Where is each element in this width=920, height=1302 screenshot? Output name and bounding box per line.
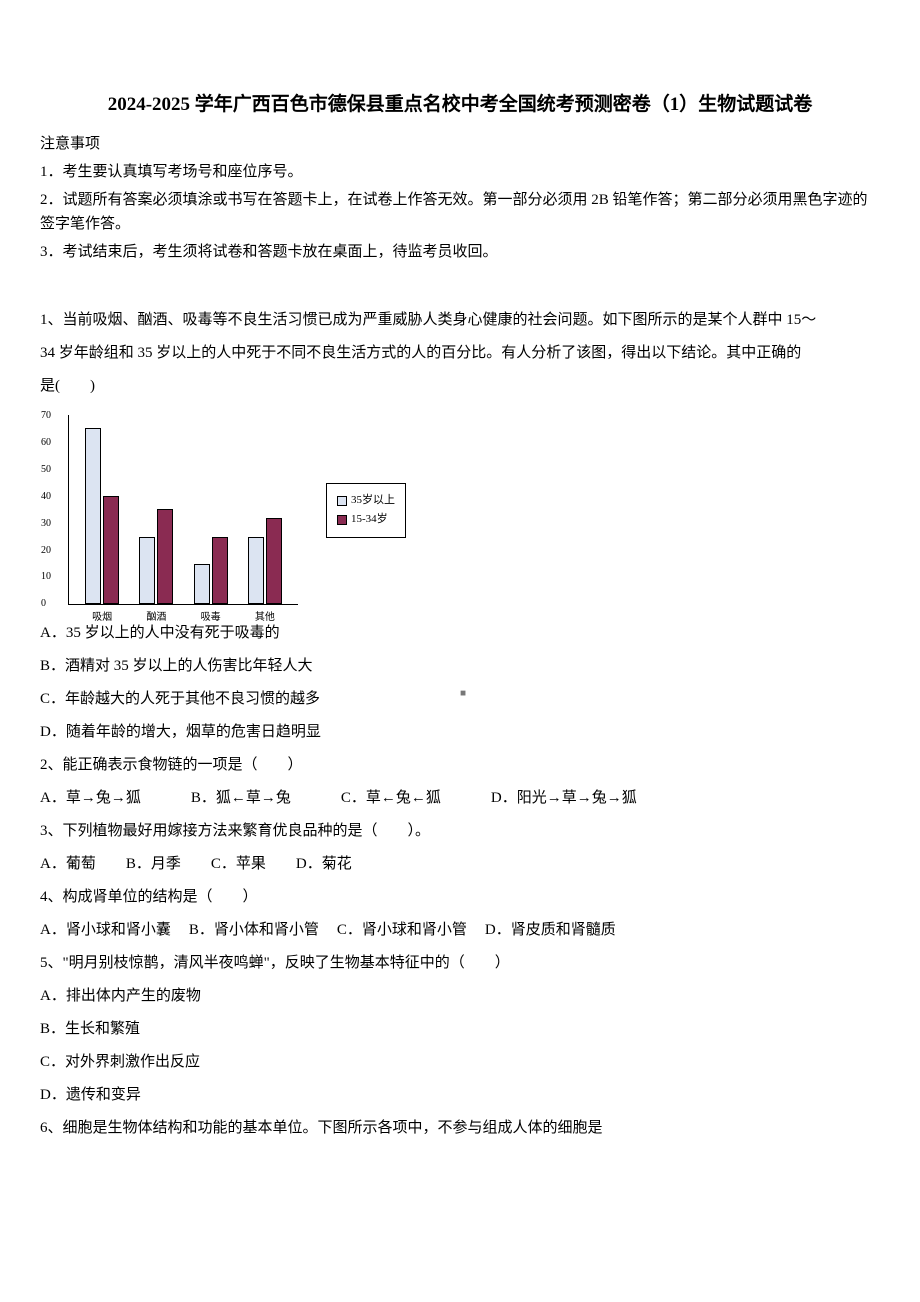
- q4-option-d: D．肾皮质和肾髓质: [485, 914, 616, 947]
- q1-chart-wrap: 0 10 20 30 40 50 60 70 吸烟酗酒吸毒其他 35岁以上 15…: [40, 415, 880, 605]
- bars-area: 吸烟酗酒吸毒其他: [69, 415, 298, 604]
- q3-option-b: B．月季: [126, 848, 181, 881]
- q2-option-c: C．草←兔←狐: [341, 782, 441, 815]
- q4-option-c: C．肾小球和肾小管: [337, 914, 467, 947]
- x-label: 吸毒: [201, 610, 221, 626]
- q4-option-a: A．肾小球和肾小囊: [40, 914, 171, 947]
- x-label: 其他: [255, 610, 275, 626]
- bar-15-34: [212, 537, 228, 605]
- q5-option-d: D．遗传和变异: [40, 1079, 880, 1112]
- x-label: 吸烟: [92, 610, 112, 626]
- y-tick: 20: [41, 546, 51, 547]
- notice-3: 3．考试结束后，考生须将试卷和答题卡放在桌面上，待监考员收回。: [40, 240, 880, 264]
- y-tick: 0: [41, 599, 51, 600]
- y-tick: 30: [41, 519, 51, 520]
- q3-option-c: C．苹果: [211, 848, 266, 881]
- y-axis: 0 10 20 30 40 50 60 70: [41, 411, 51, 600]
- legend-row-15-34: 15-34岁: [337, 511, 395, 529]
- q4-stem: 4、构成肾单位的结构是（ ）: [40, 881, 880, 914]
- q5-option-c: C．对外界刺激作出反应: [40, 1046, 880, 1079]
- y-tick: 50: [41, 465, 51, 466]
- y-tick: 70: [41, 411, 51, 412]
- bar-15-34: [157, 509, 173, 604]
- q5-option-b: B．生长和繁殖: [40, 1013, 880, 1046]
- q1-option-d: D．随着年龄的增大，烟草的危害日趋明显: [40, 716, 880, 749]
- y-tick: 60: [41, 438, 51, 439]
- q4-option-b: B．肾小体和肾小管: [189, 914, 319, 947]
- bar-15-34: [103, 496, 119, 605]
- chart-legend: 35岁以上 15-34岁: [326, 483, 406, 538]
- bar-35plus: [85, 428, 101, 604]
- legend-swatch-icon: [337, 496, 347, 506]
- q3-option-d: D．菊花: [296, 848, 352, 881]
- q2-stem: 2、能正确表示食物链的一项是（ ）: [40, 749, 880, 782]
- bar-group: 其他: [248, 518, 282, 605]
- bar-35plus: [194, 564, 210, 605]
- x-label: 酗酒: [146, 610, 166, 626]
- q1-stem-line1: 1、当前吸烟、酗酒、吸毒等不良生活习惯已成为严重威胁人类身心健康的社会问题。如下…: [40, 304, 880, 337]
- page-marker: ■: [460, 686, 466, 702]
- bar-35plus: [248, 537, 264, 605]
- q6-stem: 6、细胞是生物体结构和功能的基本单位。下图所示各项中，不参与组成人体的细胞是: [40, 1112, 880, 1145]
- q5-stem: 5、"明月别枝惊鹊，清风半夜鸣蝉"，反映了生物基本特征中的（ ）: [40, 947, 880, 980]
- q2-options: A．草→兔→狐 B．狐←草→兔 C．草←兔←狐 D．阳光→草→兔→狐: [40, 782, 880, 815]
- q3-option-a: A．葡萄: [40, 848, 96, 881]
- bar-35plus: [139, 537, 155, 605]
- legend-label-35plus: 35岁以上: [351, 492, 395, 510]
- bar-15-34: [266, 518, 282, 605]
- q1-stem-line2: 34 岁年龄组和 35 岁以上的人中死于不同不良生活方式的人的百分比。有人分析了…: [40, 337, 880, 370]
- q2-option-b: B．狐←草→兔: [191, 782, 291, 815]
- legend-swatch-icon: [337, 515, 347, 525]
- q4-options: A．肾小球和肾小囊 B．肾小体和肾小管 C．肾小球和肾小管 D．肾皮质和肾髓质: [40, 914, 880, 947]
- page-title: 2024-2025 学年广西百色市德保县重点名校中考全国统考预测密卷（1）生物试…: [40, 90, 880, 120]
- q2-option-d: D．阳光→草→兔→狐: [491, 782, 637, 815]
- q1-stem-line3: 是( ): [40, 370, 880, 403]
- bar-group: 酗酒: [139, 509, 173, 604]
- q5-option-a: A．排出体内产生的废物: [40, 980, 880, 1013]
- bar-chart: 0 10 20 30 40 50 60 70 吸烟酗酒吸毒其他: [68, 415, 298, 605]
- bar-group: 吸毒: [194, 537, 228, 605]
- legend-label-15-34: 15-34岁: [351, 511, 388, 529]
- y-tick: 40: [41, 492, 51, 493]
- notice-2: 2．试题所有答案必须填涂或书写在答题卡上，在试卷上作答无效。第一部分必须用 2B…: [40, 188, 880, 236]
- bar-group: 吸烟: [85, 428, 119, 604]
- notice-1: 1．考生要认真填写考场号和座位序号。: [40, 160, 880, 184]
- q3-stem: 3、下列植物最好用嫁接方法来繁育优良品种的是（ ）。: [40, 815, 880, 848]
- q2-option-a: A．草→兔→狐: [40, 782, 141, 815]
- notice-header: 注意事项: [40, 132, 880, 156]
- q1-option-b: B．酒精对 35 岁以上的人伤害比年轻人大: [40, 650, 880, 683]
- q3-options: A．葡萄 B．月季 C．苹果 D．菊花: [40, 848, 880, 881]
- legend-row-35plus: 35岁以上: [337, 492, 395, 510]
- y-tick: 10: [41, 572, 51, 573]
